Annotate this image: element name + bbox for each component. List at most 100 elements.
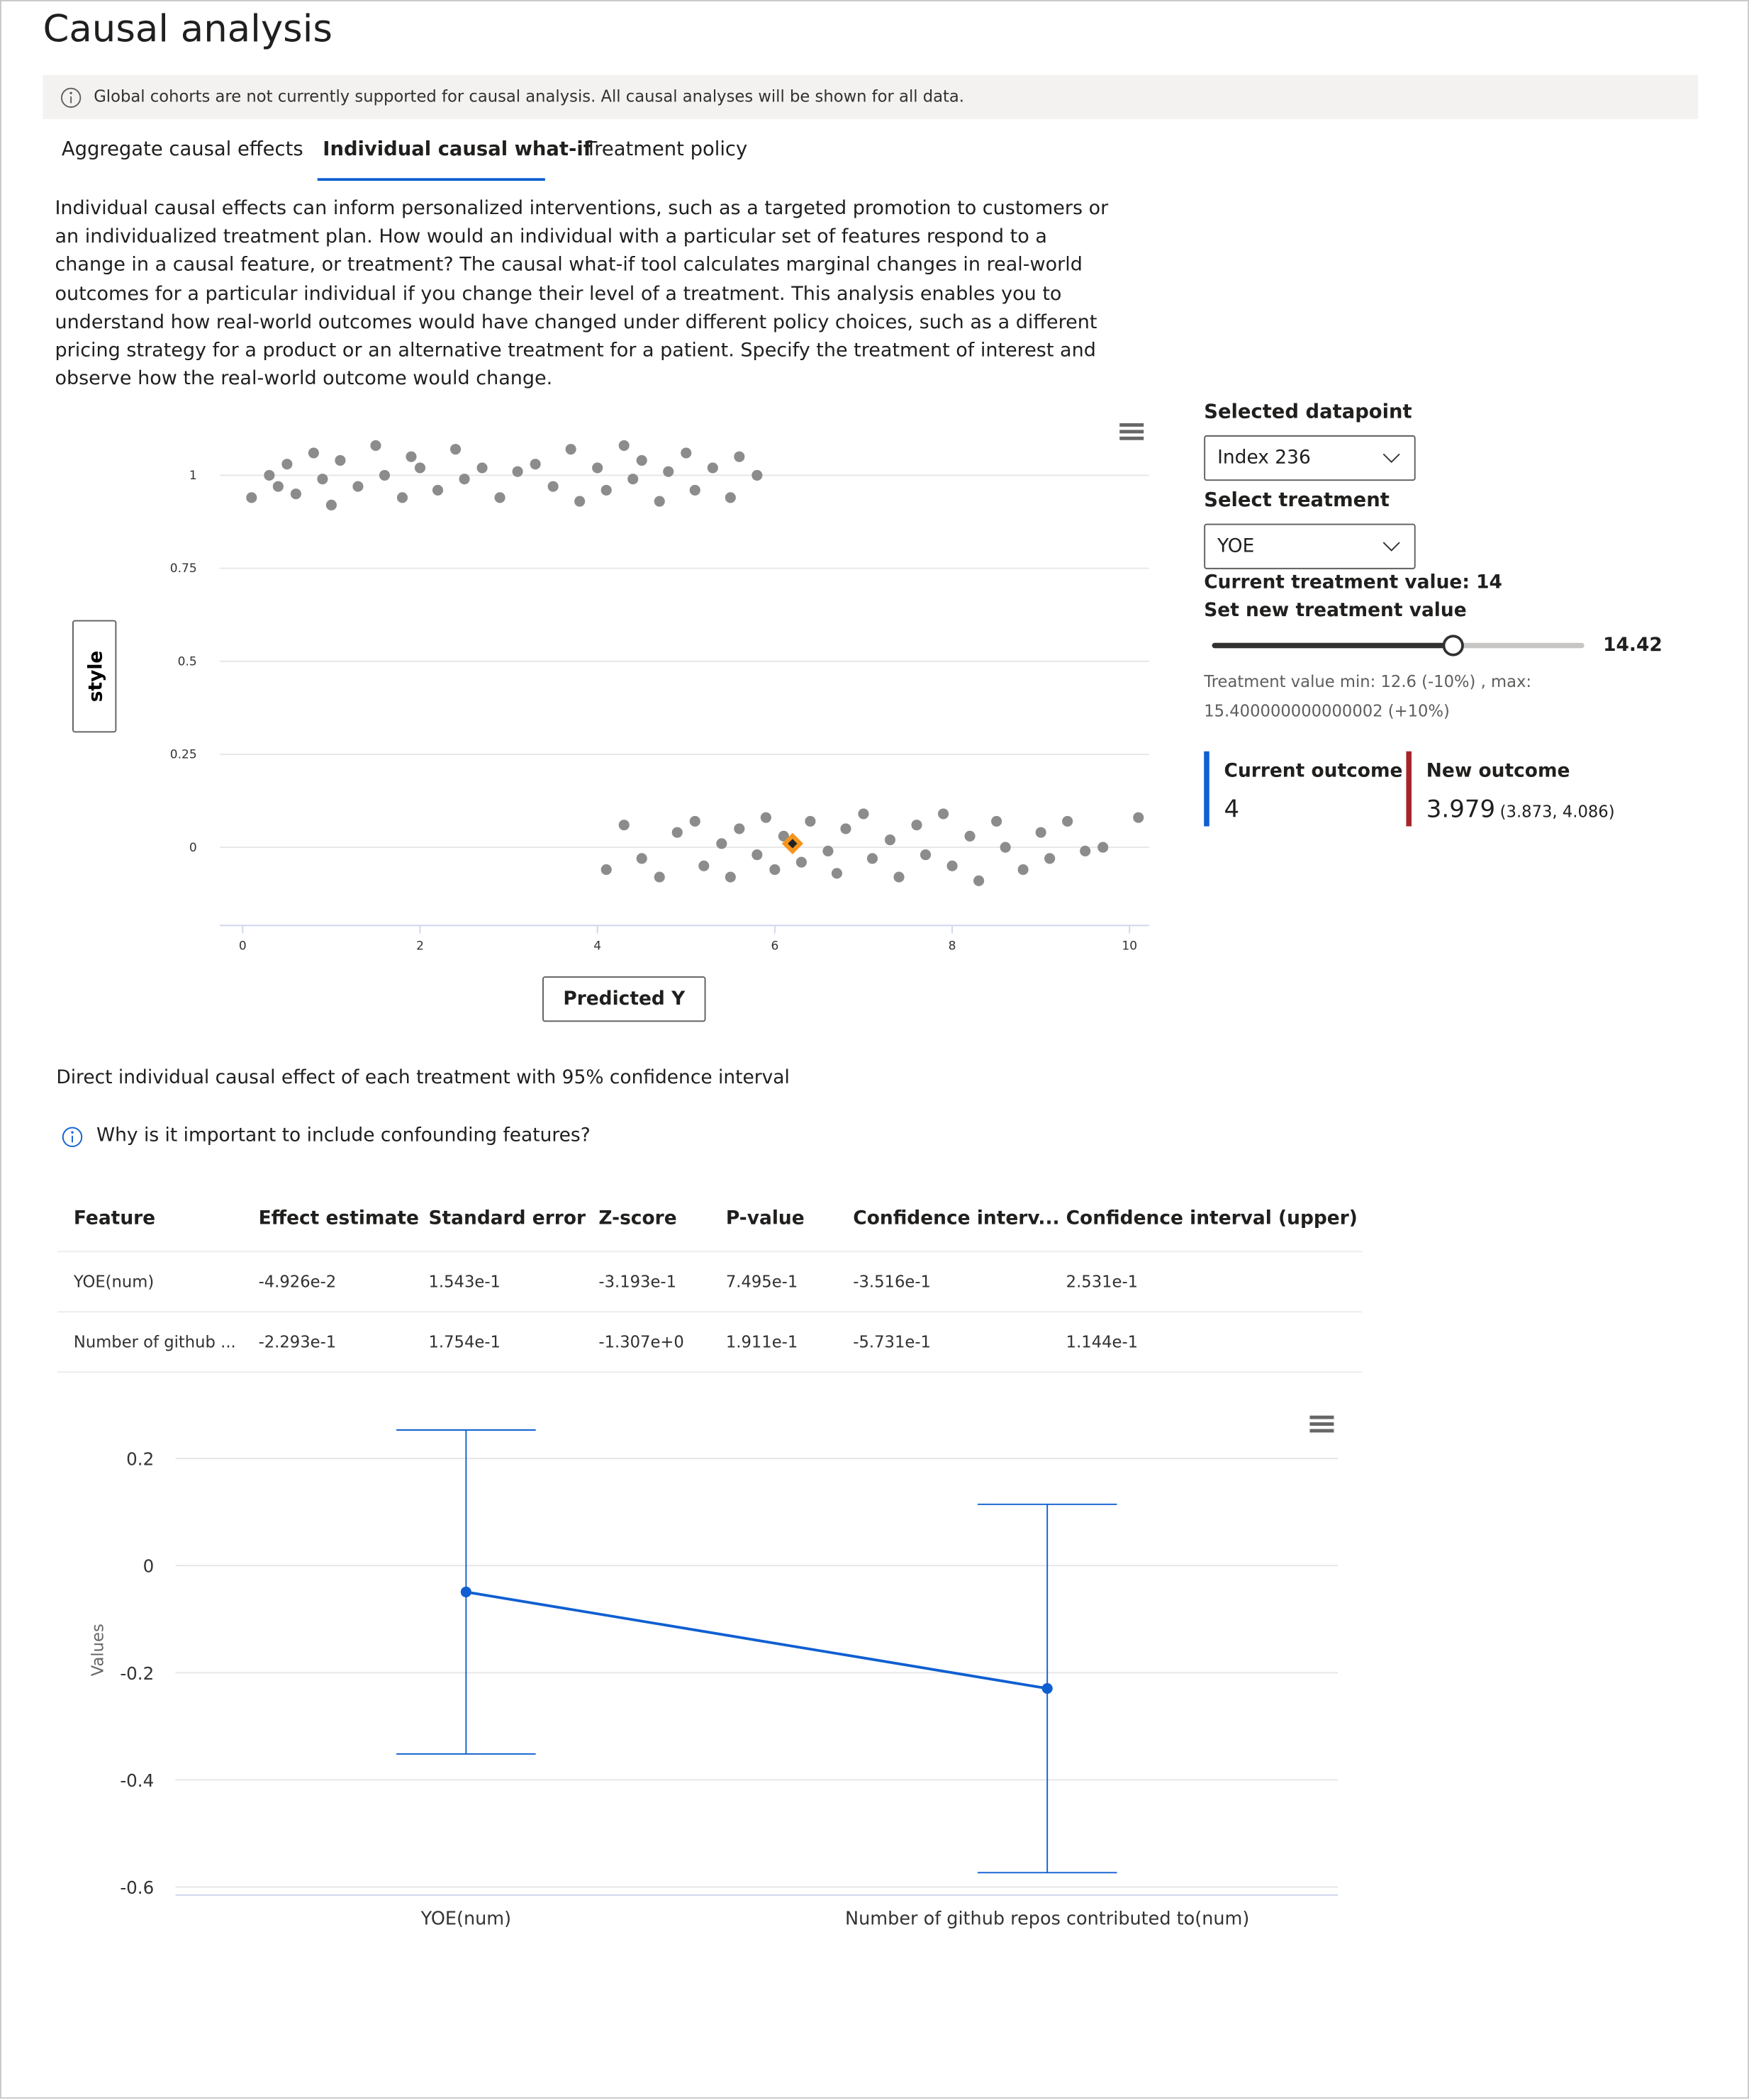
table-cell: -5.731e-1 — [853, 1332, 931, 1352]
menu-icon-bar — [1119, 423, 1144, 427]
outcome-label: New outcome — [1426, 760, 1570, 783]
data-point — [751, 469, 763, 481]
label: Select treatment — [1204, 490, 1390, 512]
info-dot — [71, 1131, 74, 1134]
table-cell: -3.193e-1 — [598, 1272, 677, 1291]
data-point — [530, 459, 541, 470]
data-point — [734, 451, 745, 462]
table-cell: 7.495e-1 — [725, 1272, 798, 1291]
data-point — [725, 492, 736, 503]
chevron-path — [1382, 453, 1400, 464]
data-point — [406, 451, 417, 462]
tab[interactable]: Aggregate causal effects — [61, 139, 303, 161]
data-point — [547, 481, 559, 492]
data-point — [822, 845, 834, 856]
table-cell: YOE(num) — [73, 1272, 155, 1291]
data-point — [858, 808, 869, 820]
notice-bar: Global cohorts are not currently support… — [43, 74, 1699, 120]
data-point — [459, 474, 470, 485]
data-point — [317, 474, 328, 485]
chevron-path — [1382, 542, 1400, 552]
table-header: Confidence interv... — [853, 1207, 1060, 1230]
data-point — [414, 462, 426, 474]
info-link[interactable]: Why is it important to include confoundi… — [96, 1124, 591, 1146]
data-point — [654, 496, 665, 507]
data-point — [973, 875, 985, 886]
data-point — [246, 492, 257, 503]
info-icon — [60, 87, 82, 108]
y-tick-label: 0.5 — [178, 654, 197, 669]
table-cell: 1.754e-1 — [428, 1332, 501, 1352]
data-point — [707, 462, 718, 474]
data-point — [308, 447, 319, 459]
datapoint-dropdown[interactable]: Index 236 — [1204, 435, 1416, 481]
data-point — [671, 827, 683, 838]
y-tick-label: 0.75 — [170, 562, 197, 576]
data-point — [281, 459, 293, 470]
treatment-dropdown-value: YOE — [1217, 535, 1255, 557]
data-point — [627, 474, 639, 485]
data-point — [370, 440, 381, 451]
data-point — [1080, 845, 1091, 856]
section-title: Direct individual causal effect of each … — [56, 1067, 790, 1089]
data-point — [264, 469, 275, 481]
active-tab-underline — [317, 178, 545, 181]
data-point — [1133, 812, 1144, 823]
y-axis-label: style — [85, 651, 107, 703]
data-point — [920, 849, 932, 861]
data-point — [1000, 842, 1011, 853]
effect-point — [460, 1586, 471, 1598]
table-cell: -3.516e-1 — [853, 1272, 931, 1291]
menu-icon-bar — [1309, 1422, 1334, 1426]
data-point — [574, 496, 586, 507]
data-point — [379, 469, 391, 481]
label: Selected datapoint — [1204, 401, 1412, 423]
effect-point — [1041, 1682, 1053, 1694]
menu-icon-bar — [1309, 1415, 1334, 1419]
x-tick-label: 4 — [593, 939, 601, 953]
data-point — [565, 444, 576, 455]
outcome-bar — [1406, 751, 1412, 827]
y-tick-label: -0.4 — [120, 1770, 154, 1791]
data-point — [325, 499, 337, 510]
y-axis-button[interactable] — [72, 620, 117, 733]
tab[interactable]: Individual causal what-if — [323, 139, 592, 161]
tab[interactable]: Treatment policy — [585, 139, 748, 161]
table-cell: -2.293e-1 — [258, 1332, 337, 1352]
data-point — [751, 849, 763, 861]
chevron — [1382, 453, 1400, 464]
data-point — [352, 481, 364, 492]
table-header: Standard error — [428, 1207, 586, 1230]
datapoint-dropdown-value: Index 236 — [1217, 447, 1311, 469]
row-divider — [57, 1311, 1363, 1313]
x-axis-button[interactable]: Predicted Y — [542, 976, 706, 1022]
menu-icon-bar — [1119, 430, 1144, 434]
info-circle — [60, 87, 82, 108]
menu-icon-bar — [1119, 436, 1144, 440]
outcome-bar — [1204, 751, 1209, 827]
info-dot — [69, 91, 72, 94]
data-point — [1044, 853, 1056, 864]
page-title: Causal analysis — [43, 6, 333, 51]
outcome-value: 4 — [1224, 795, 1240, 824]
highlight-center — [788, 839, 798, 849]
data-point — [991, 815, 1002, 827]
table-header: Feature — [73, 1207, 156, 1230]
x-tick-label: YOE(num) — [420, 1908, 511, 1929]
y-tick-label: -0.2 — [120, 1663, 154, 1684]
data-point — [1097, 842, 1109, 853]
data-point — [335, 454, 346, 466]
table-cell: 2.531e-1 — [1066, 1272, 1139, 1291]
data-point — [778, 830, 789, 842]
table-header: Z-score — [598, 1207, 677, 1230]
data-point — [636, 454, 647, 466]
data-point — [618, 820, 630, 831]
treatment-dropdown[interactable]: YOE — [1204, 523, 1416, 569]
table-cell: 1.543e-1 — [428, 1272, 501, 1291]
y-axis-label: Values — [89, 1624, 107, 1676]
data-point — [654, 871, 665, 883]
slider-value: 14.42 — [1603, 635, 1663, 657]
data-point — [840, 823, 851, 834]
